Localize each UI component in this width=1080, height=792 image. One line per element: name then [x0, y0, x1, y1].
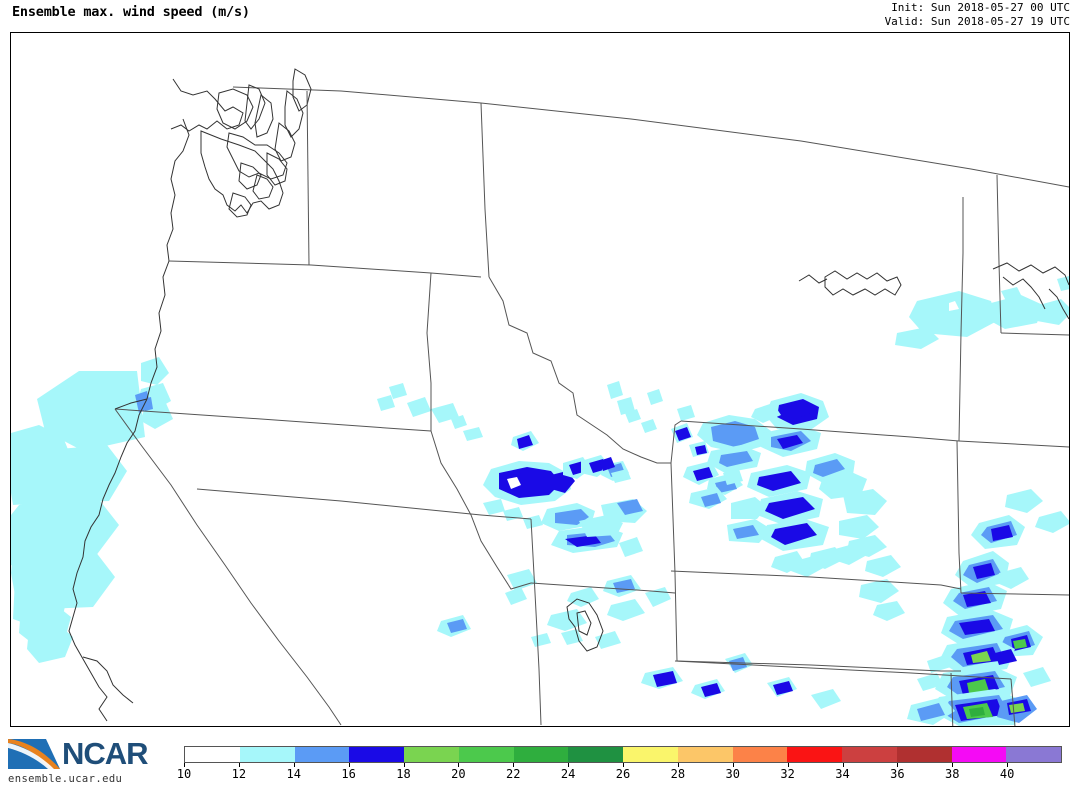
- colorbar-tick-label-10: 10: [176, 767, 192, 781]
- field-blob-north-montana: [895, 276, 1069, 533]
- timestamp-block: Init: Sun 2018-05-27 00 UTC Valid: Sun 2…: [885, 1, 1070, 28]
- colorbar-segment-12-14: [239, 747, 295, 762]
- colorbar-tick-14: [293, 763, 295, 767]
- colorbar-tick-12: [238, 763, 240, 767]
- colorbar-tick-label-36: 36: [890, 767, 905, 781]
- colorbar-tick-label-32: 32: [780, 767, 795, 781]
- colorbar-tick-18: [403, 763, 405, 767]
- colorbar-segment-26-28: [623, 747, 678, 762]
- ncar-url-label: ensemble.ucar.edu: [8, 773, 123, 785]
- colorbar-ticks: 10 12 14 16 18 20 22 24 26 28 30 32 34 36 38 40: [177, 763, 1062, 786]
- colorbar-tick-label-28: 28: [670, 767, 686, 781]
- colorbar-segment-22-24: [513, 747, 569, 762]
- colorbar-tick-10: [184, 763, 185, 767]
- init-time: Init: Sun 2018-05-27 00 UTC: [891, 1, 1070, 14]
- colorbar-tick-label-14: 14: [286, 767, 301, 781]
- colorbar-tick-label-24: 24: [560, 767, 576, 781]
- colorbar-tick-label-34: 34: [835, 767, 850, 781]
- colorbar-tick-label-20: 20: [451, 767, 466, 781]
- colorbar-segment-14-16: [294, 747, 350, 762]
- ncar-logo-mark-icon: [8, 739, 60, 769]
- colorbar-segment-30-32: [732, 747, 788, 762]
- colorbar-segment-40-42: [1006, 747, 1061, 762]
- windspeed-field: [11, 276, 1069, 726]
- colorbar-tick-40: [1007, 763, 1009, 767]
- weather-map-svg: [11, 68, 1069, 726]
- map-boundaries: [68, 68, 1069, 726]
- colorbar-segment-10-12: [185, 747, 240, 762]
- colorbar-tick-label-22: 22: [506, 767, 521, 781]
- colorbar-segment-18-20: [404, 747, 459, 762]
- field-blob-wyoming: [683, 393, 905, 621]
- field-blob-oregon-idaho: [377, 383, 483, 441]
- colorbar-tick-34: [842, 763, 844, 767]
- valid-time: Valid: Sun 2018-05-27 19 UTC: [884, 14, 1070, 28]
- colorbar[interactable]: 10 12 14 16 18 20 22 24 26 28 30 32 34 36 38 40: [177, 746, 1062, 786]
- colorbar-tick-36: [897, 763, 899, 767]
- colorbar-tick-16: [348, 763, 350, 767]
- page-title: Ensemble max. wind speed (m/s): [12, 4, 250, 20]
- colorbar-tick-label-30: 30: [725, 767, 740, 781]
- colorbar-segment-34-36: [842, 747, 897, 762]
- colorbar-tick-label-18: 18: [396, 767, 411, 781]
- colorbar-tick-label-40: 40: [999, 767, 1015, 781]
- field-blob-norcal-offshore: [11, 357, 173, 663]
- ncar-logo[interactable]: NCAR ensemble.ucar.edu: [6, 735, 172, 787]
- colorbar-segment-32-34: [787, 747, 842, 762]
- colorbar-segment-24-26: [568, 747, 623, 762]
- colorbar-tick-30: [732, 763, 734, 767]
- colorbar-tick-38: [952, 763, 954, 767]
- colorbar-tick-28: [677, 763, 679, 767]
- colorbar-tick-20: [458, 763, 460, 767]
- colorbar-segment-38-40: [951, 747, 1007, 762]
- plot-header: Ensemble max. wind speed (m/s) Init: Sun…: [0, 0, 1080, 30]
- colorbar-segment-16-18: [349, 747, 404, 762]
- colorbar-tick-label-26: 26: [615, 767, 631, 781]
- plot-footer: NCAR ensemble.ucar.edu 10 12 14 16 18 20 22 24 2…: [0, 730, 1080, 792]
- colorbar-tick-label-38: 38: [945, 767, 960, 781]
- field-blob-sw-montana: [483, 381, 695, 553]
- field-blob-colorado: [437, 537, 841, 709]
- colorbar-segment-36-38: [896, 747, 952, 762]
- colorbar-tick-label-12: 12: [231, 767, 247, 781]
- colorbar-tick-26: [623, 763, 624, 767]
- ncar-wordmark: NCAR: [62, 736, 149, 771]
- colorbar-tick-32: [787, 763, 789, 767]
- colorbar-segment-20-22: [458, 747, 514, 762]
- field-blob-four-corners: [907, 515, 1051, 726]
- colorbar-swatches: [184, 746, 1062, 763]
- colorbar-tick-22: [513, 763, 515, 767]
- map-canvas[interactable]: [10, 32, 1070, 727]
- colorbar-tick-label-16: 16: [341, 767, 356, 781]
- colorbar-segment-28-30: [677, 747, 733, 762]
- colorbar-tick-24: [568, 763, 570, 767]
